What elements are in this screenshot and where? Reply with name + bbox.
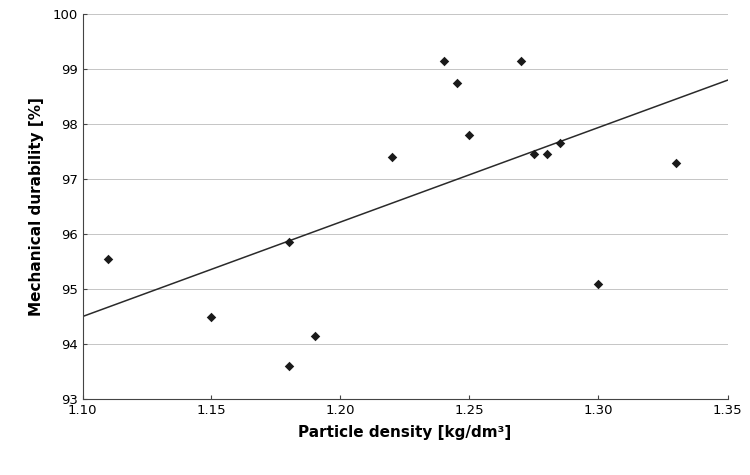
- Point: [670, 159, 682, 166]
- Point: [592, 280, 604, 287]
- Point: [438, 57, 450, 65]
- Y-axis label: Mechanical durability [%]: Mechanical durability [%]: [29, 97, 44, 316]
- X-axis label: Particle density [kg/dm³]: Particle density [kg/dm³]: [298, 425, 512, 440]
- Point: [283, 238, 295, 246]
- Point: [309, 332, 321, 340]
- Point: [102, 255, 114, 263]
- Point: [554, 140, 566, 147]
- Point: [528, 151, 540, 158]
- Point: [283, 362, 295, 370]
- Point: [541, 151, 553, 158]
- Point: [515, 57, 527, 65]
- Point: [451, 79, 463, 87]
- Point: [386, 153, 398, 161]
- Point: [464, 132, 476, 139]
- Point: [206, 313, 218, 320]
